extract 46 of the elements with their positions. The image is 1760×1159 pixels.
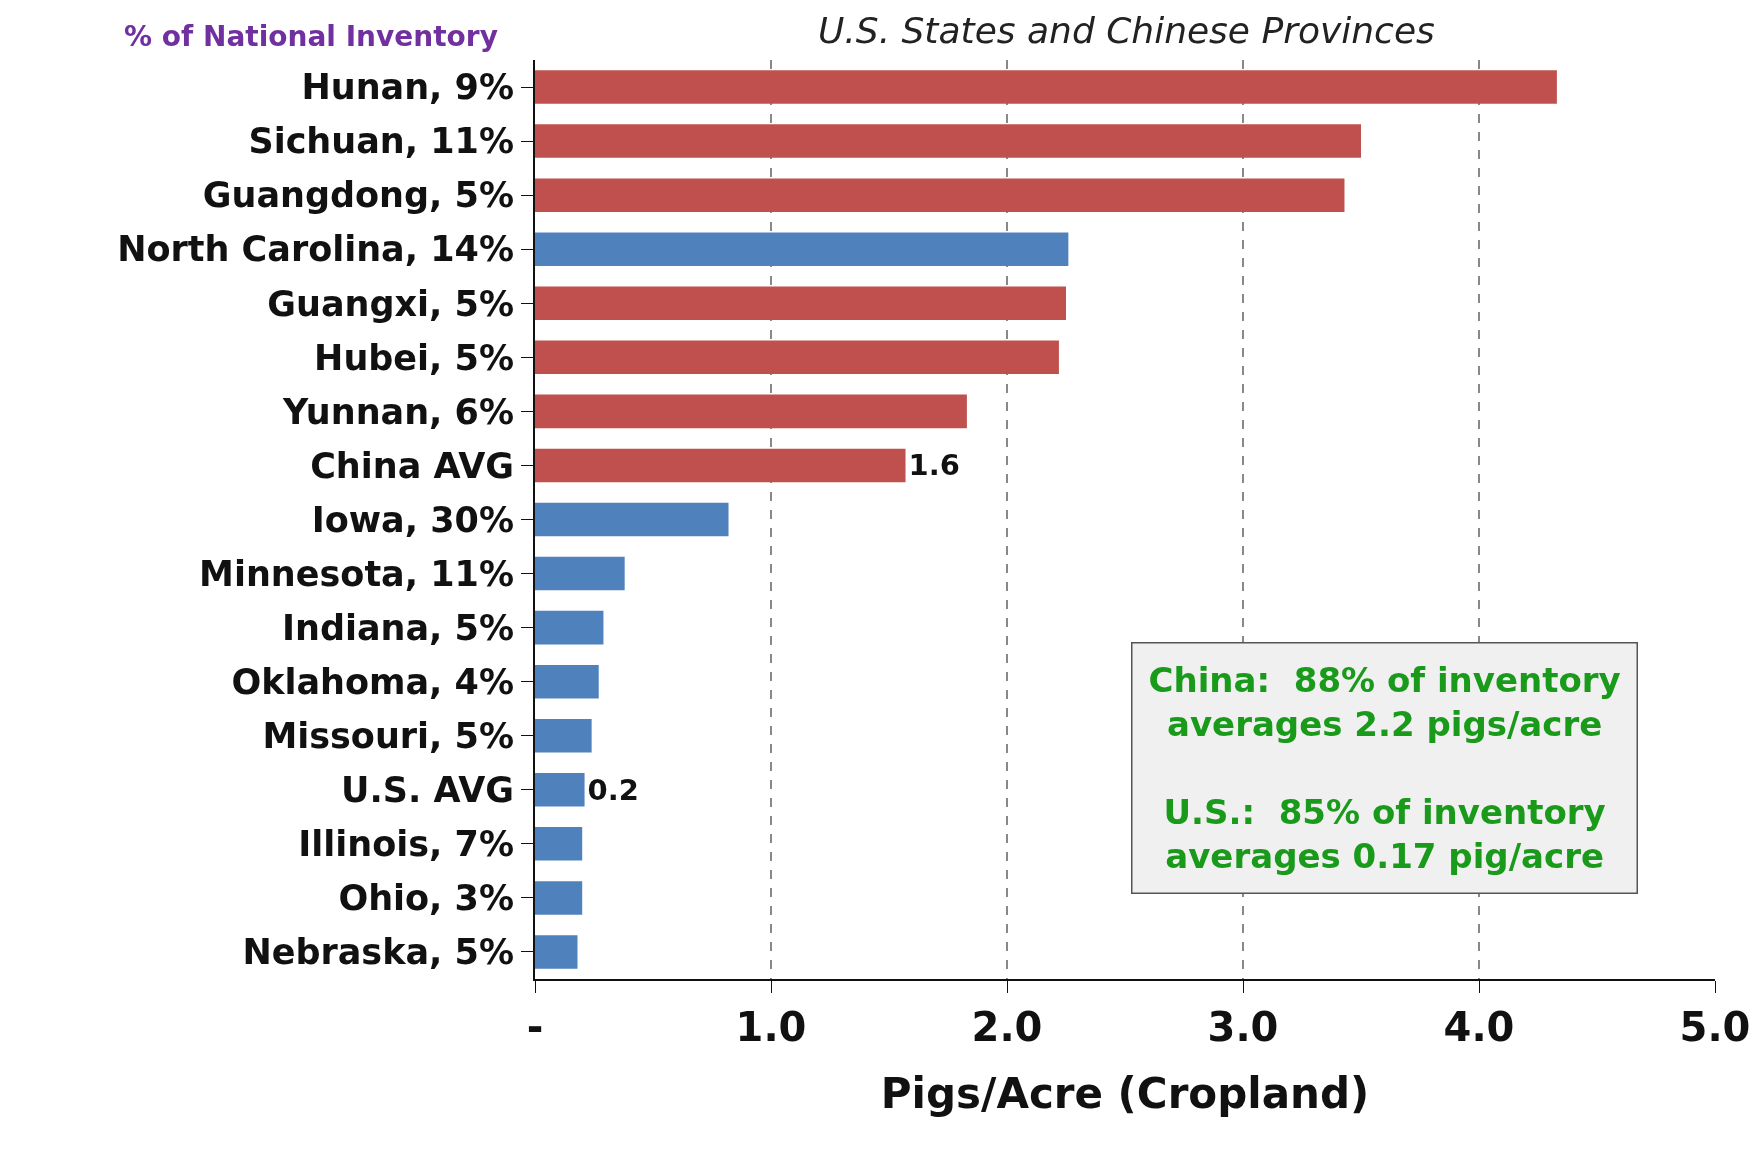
x-tick-label: 3.0: [1207, 1004, 1279, 1050]
bar: [535, 773, 585, 807]
x-tick-label: 1.0: [735, 1004, 807, 1050]
bar: [535, 70, 1557, 104]
y-tick-label: Oklahoma, 4%: [231, 661, 514, 702]
x-tick-label: 2.0: [971, 1004, 1043, 1050]
bar: [535, 718, 592, 753]
y-tick-label: Yunnan, 6%: [282, 391, 514, 432]
x-tick-label: 5.0: [1679, 1004, 1751, 1050]
bar: [535, 178, 1345, 212]
y-tick-label: China AVG: [310, 445, 514, 486]
y-tick-label: Hunan, 9%: [301, 67, 514, 108]
y-tick-label: Sichuan, 11%: [248, 121, 514, 162]
bar: [535, 664, 599, 699]
bar: [535, 448, 906, 483]
bar: [535, 232, 1069, 266]
bar: [535, 340, 1059, 375]
chart-title: U.S. States and Chinese Provinces: [817, 9, 1435, 51]
y-tick-label: Nebraska, 5%: [242, 932, 514, 973]
bar: [535, 286, 1066, 321]
y-tick-label: Missouri, 5%: [262, 715, 514, 756]
y-tick-label: Indiana, 5%: [281, 607, 514, 648]
bar: [535, 610, 604, 645]
text: % of National Inventory: [124, 20, 498, 53]
bar: [535, 935, 578, 969]
bar: [535, 881, 583, 915]
y-tick-label: Ohio, 3%: [338, 878, 514, 919]
y-tick-label: U.S. AVG: [341, 770, 514, 811]
data-label: 0.2: [587, 772, 639, 807]
bar: [535, 556, 625, 591]
x-axis-title: Pigs/Acre (Cropland): [880, 1069, 1370, 1119]
bar: [535, 394, 967, 429]
x-tick-label: 4.0: [1443, 1004, 1515, 1050]
bar: [535, 827, 583, 861]
y-tick-label: Guangdong, 5%: [202, 175, 514, 216]
bar: [535, 124, 1361, 158]
data-label: 1.6: [908, 448, 960, 483]
y-tick-label: North Carolina, 14%: [117, 229, 514, 270]
text: China: 88% of inventory averages 2.2 pigs/acre U.S.: 85% of inventory averages 0.17 pig/acre: [1148, 659, 1621, 877]
bar: [535, 502, 729, 537]
y-tick-label: Iowa, 30%: [311, 499, 514, 540]
x-tick-label: -: [526, 1004, 544, 1050]
y-tick-label: Illinois, 7%: [298, 824, 514, 865]
y-tick-label: Minnesota, 11%: [199, 553, 514, 594]
y-tick-label: Guangxi, 5%: [267, 283, 514, 324]
y-tick-label: Hubei, 5%: [314, 337, 514, 378]
